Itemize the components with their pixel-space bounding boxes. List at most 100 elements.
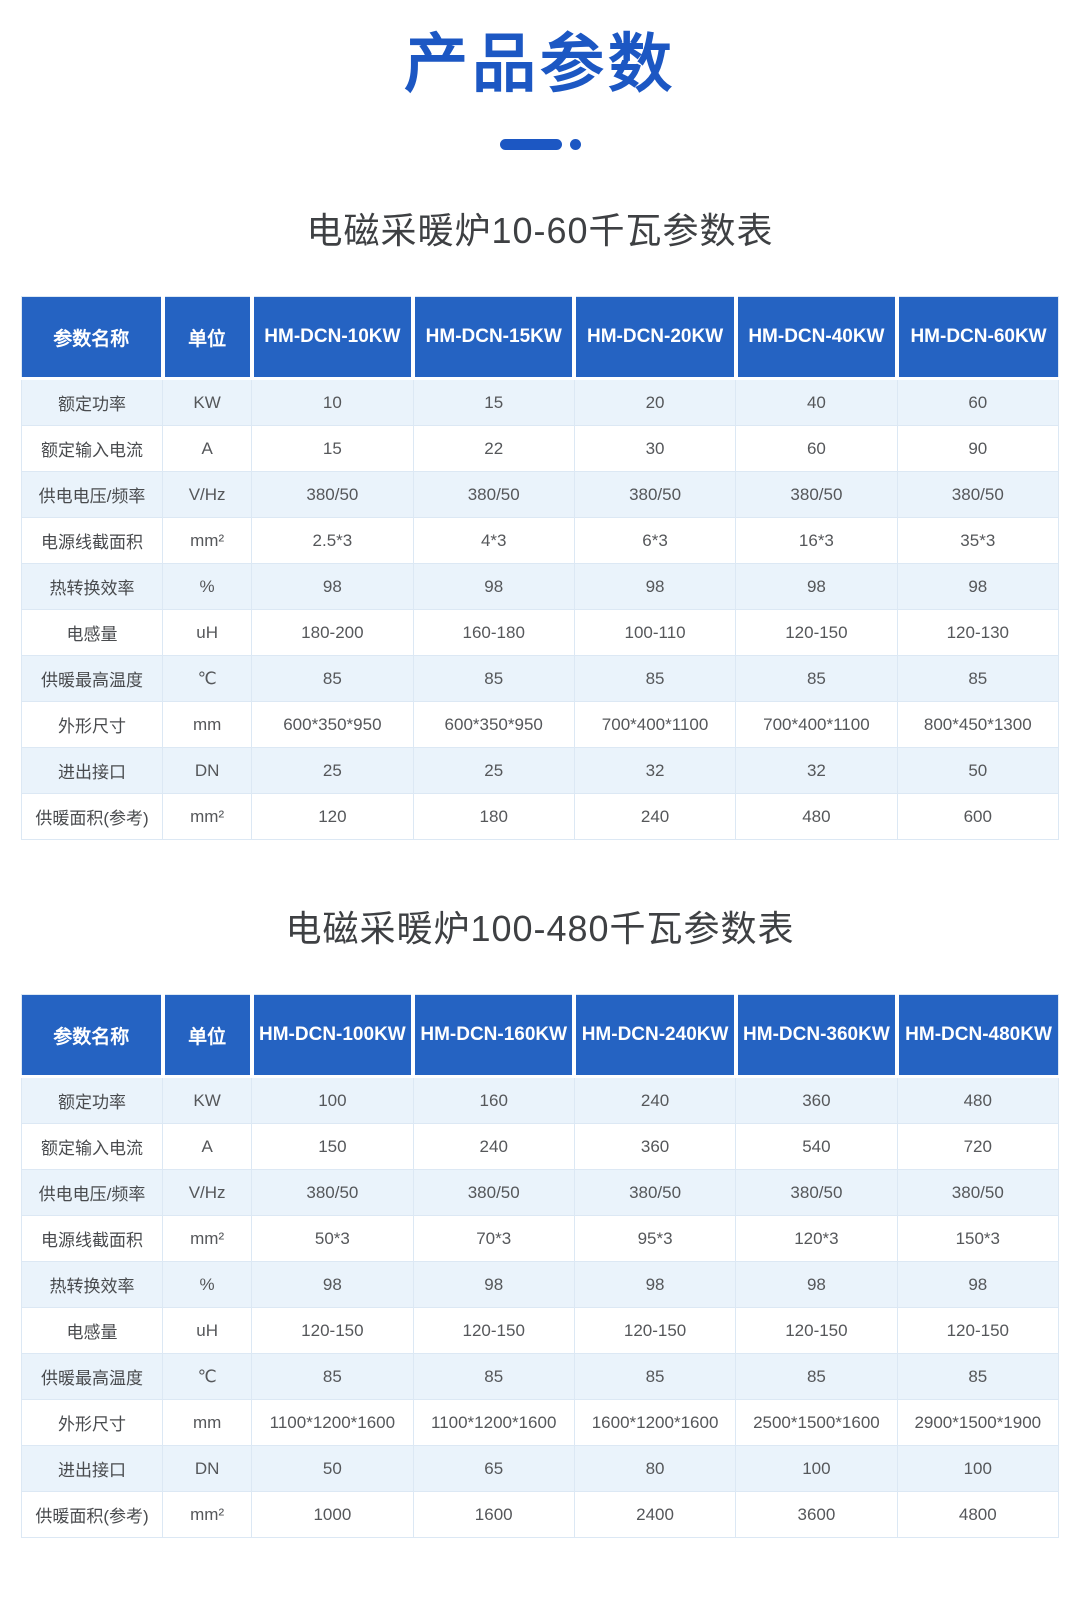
value-cell: 120-150: [251, 1307, 414, 1354]
value-cell: 380/50: [896, 471, 1060, 518]
table-row: 进出接口 DN 50 65 80 100 100: [20, 1445, 1060, 1492]
value-cell: 40: [735, 378, 898, 426]
value-cell: 98: [251, 1261, 414, 1308]
table-row: 电感量 uH 180-200 160-180 100-110 120-150 120-130: [20, 609, 1060, 656]
unit-cell: V/Hz: [162, 471, 253, 518]
unit-cell: DN: [162, 1445, 253, 1492]
unit-cell: %: [162, 563, 253, 610]
value-cell: 35*3: [896, 517, 1060, 564]
unit-cell: mm²: [162, 793, 253, 840]
param-name-cell: 额定功率: [20, 378, 164, 426]
value-cell: 60: [896, 378, 1060, 426]
value-cell: 98: [735, 1261, 898, 1308]
param-name-cell: 额定输入电流: [20, 425, 164, 472]
value-cell: 380/50: [896, 1169, 1060, 1216]
param-name-cell: 供暖最高温度: [20, 1353, 164, 1400]
unit-cell: uH: [162, 1307, 253, 1354]
table-row: 供暖面积(参考) mm² 120 180 240 480 600: [20, 793, 1060, 840]
header-row: 参数名称 单位 HM-DCN-100KW HM-DCN-160KW HM-DCN-240…: [21, 994, 1059, 1078]
unit-cell: uH: [162, 609, 253, 656]
value-cell: 380/50: [573, 1169, 737, 1216]
value-cell: 16*3: [735, 517, 898, 564]
value-cell: 85: [573, 655, 737, 702]
value-cell: 480: [896, 1076, 1060, 1124]
spec-table: 参数名称 单位 HM-DCN-10KW HM-DCN-15KW HM-DCN-20KW H…: [20, 296, 1060, 840]
param-name-cell: 额定功率: [20, 1076, 164, 1124]
value-cell: 85: [896, 1353, 1060, 1400]
table-row: 供暖最高温度 ℃ 85 85 85 85 85: [20, 1353, 1060, 1400]
value-cell: 85: [573, 1353, 737, 1400]
unit-cell: %: [162, 1261, 253, 1308]
table-row: 外形尺寸 mm 600*350*950 600*350*950 700*400*1100…: [20, 701, 1060, 748]
value-cell: 100: [251, 1076, 414, 1124]
param-name-cell: 外形尺寸: [20, 701, 164, 748]
value-cell: 98: [735, 563, 898, 610]
value-cell: 1100*1200*1600: [251, 1399, 414, 1446]
param-name-cell: 供电电压/频率: [20, 471, 164, 518]
value-cell: 360: [573, 1123, 737, 1170]
value-cell: 98: [251, 563, 414, 610]
value-cell: 380/50: [251, 471, 414, 518]
unit-cell: mm²: [162, 1491, 253, 1538]
value-cell: 120-150: [412, 1307, 575, 1354]
column-header: HM-DCN-20KW: [574, 296, 738, 380]
value-cell: 800*450*1300: [896, 701, 1060, 748]
unit-cell: ℃: [162, 655, 253, 702]
value-cell: 120-150: [735, 1307, 898, 1354]
value-cell: 120: [251, 793, 414, 840]
value-cell: 50*3: [251, 1215, 414, 1262]
value-cell: 600: [896, 793, 1060, 840]
param-name-cell: 额定输入电流: [20, 1123, 164, 1170]
value-cell: 25: [251, 747, 414, 794]
value-cell: 98: [412, 1261, 575, 1308]
param-name-cell: 供暖面积(参考): [20, 793, 164, 840]
value-cell: 150: [251, 1123, 414, 1170]
column-header: HM-DCN-240KW: [574, 994, 738, 1078]
value-cell: 100: [896, 1445, 1060, 1492]
unit-cell: mm²: [162, 517, 253, 564]
value-cell: 160-180: [412, 609, 575, 656]
table-row: 外形尺寸 mm 1100*1200*1600 1100*1200*1600 1600*1…: [20, 1399, 1060, 1446]
value-cell: 480: [735, 793, 898, 840]
header-row: 参数名称 单位 HM-DCN-10KW HM-DCN-15KW HM-DCN-20KW H…: [21, 296, 1059, 380]
column-header: 单位: [162, 296, 254, 380]
value-cell: 60: [735, 425, 898, 472]
value-cell: 380/50: [412, 471, 575, 518]
column-header: HM-DCN-15KW: [413, 296, 577, 380]
value-cell: 2.5*3: [251, 517, 414, 564]
param-name-cell: 热转换效率: [20, 563, 164, 610]
param-name-cell: 外形尺寸: [20, 1399, 164, 1446]
value-cell: 1100*1200*1600: [412, 1399, 575, 1446]
spec-table: 参数名称 单位 HM-DCN-100KW HM-DCN-160KW HM-DCN-240…: [20, 994, 1060, 1538]
column-header: HM-DCN-40KW: [735, 296, 900, 380]
table-row: 额定功率 KW 10 15 20 40 60: [20, 378, 1060, 426]
unit-cell: DN: [162, 747, 253, 794]
column-header: 参数名称: [21, 994, 165, 1078]
value-cell: 380/50: [412, 1169, 575, 1216]
value-cell: 1600: [412, 1491, 575, 1538]
value-cell: 380/50: [573, 471, 737, 518]
param-name-cell: 电感量: [20, 609, 164, 656]
table-row: 电感量 uH 120-150 120-150 120-150 120-150 120-150: [20, 1307, 1060, 1354]
value-cell: 120-150: [735, 609, 898, 656]
value-cell: 720: [896, 1123, 1060, 1170]
value-cell: 98: [896, 563, 1060, 610]
value-cell: 20: [573, 378, 737, 426]
param-name-cell: 供电电压/频率: [20, 1169, 164, 1216]
unit-cell: KW: [162, 1076, 253, 1124]
value-cell: 4800: [896, 1491, 1060, 1538]
unit-cell: mm: [162, 701, 253, 748]
value-cell: 65: [412, 1445, 575, 1492]
value-cell: 98: [412, 563, 575, 610]
value-cell: 50: [251, 1445, 414, 1492]
value-cell: 4*3: [412, 517, 575, 564]
value-cell: 100: [735, 1445, 898, 1492]
value-cell: 160: [412, 1076, 575, 1124]
title-underline-decoration: [0, 138, 1080, 150]
value-cell: 85: [251, 655, 414, 702]
value-cell: 98: [573, 563, 737, 610]
param-name-cell: 电感量: [20, 1307, 164, 1354]
value-cell: 15: [412, 378, 575, 426]
value-cell: 240: [573, 793, 737, 840]
